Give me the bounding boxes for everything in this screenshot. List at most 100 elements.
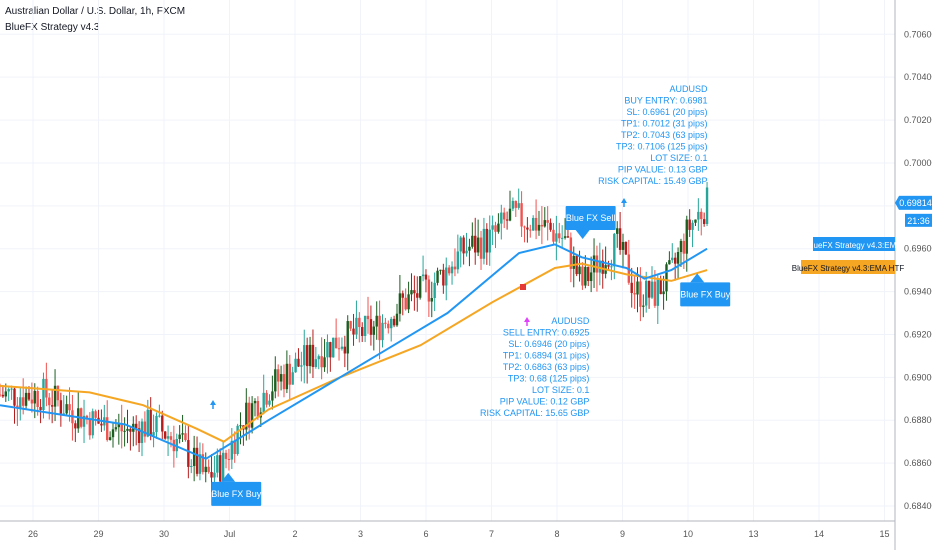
current-price-label [899,195,932,210]
candle-body [169,436,173,440]
candle-body [494,225,497,232]
trade-line: TP1: 0.6894 (31 pips) [503,351,590,361]
candle-body [503,212,506,220]
candle-body [381,322,384,341]
candle-body [4,391,7,397]
candle-body [62,413,65,415]
candle-body [88,418,92,436]
candle-body [369,319,373,335]
candle-body [216,455,219,473]
candle-body [108,437,112,441]
candle-body [137,428,141,444]
candle-body [558,233,561,239]
candle-body [416,293,419,298]
candle-body [688,219,691,230]
sell-signal-flag[interactable]: Blue FX Sell [565,205,616,239]
indicator-name[interactable]: BlueFX Strategy v4.3 [5,22,100,33]
candle-body [659,279,662,295]
candle-body [77,408,80,429]
candle-body [256,400,260,418]
candle-body [303,345,306,366]
candle-body [392,318,396,326]
candle-body [511,200,515,209]
candle-body [190,465,193,467]
candle-body [50,405,54,407]
candle-body [514,200,517,208]
signal-pointer [575,229,590,239]
candle-body [288,363,291,385]
candle-body [349,321,352,329]
buy-arrow-icon [210,400,216,405]
candle-body [413,290,416,294]
candle-body [682,240,686,254]
candle-body [48,397,51,406]
candle-body [662,291,665,295]
ema-htf-series-label: BlueFX Strategy v4.3:EMA HTF [792,264,905,273]
x-tick-label: 3 [358,529,363,539]
candle-body [456,251,460,270]
signal-label: Blue FX Buy [211,489,262,499]
x-tick-label: 29 [93,529,103,539]
sell-marker-icon [520,284,526,290]
candle-body [10,388,13,390]
candle-body [595,255,599,273]
candle-body [636,281,639,295]
candle-body [639,281,642,307]
candle-body [192,447,196,466]
candle-body [250,403,254,428]
candle-body [300,365,303,367]
candle-body [346,321,349,354]
candle-body [184,433,187,441]
buy-signal-flag[interactable]: Blue FX Buy [211,472,262,506]
x-tick-label: 7 [489,529,494,539]
candle-body [549,222,552,230]
trade-line: SL: 0.6961 (20 pips) [626,107,707,117]
candle-body [253,400,257,404]
candle-body [671,257,674,261]
candle-body [181,433,184,435]
candle-body [534,217,538,231]
chart-title: Australian Dollar / U.S. Dollar, 1h, FXC… [5,6,186,17]
candle-body [505,219,509,221]
candle-body [294,358,297,373]
trade-line: PIP VALUE: 0.13 GBP [618,165,708,175]
candle-body [0,394,2,396]
candle-body [398,293,402,314]
candle-body [85,415,89,419]
candle-body [613,233,616,267]
buy-signal-flag[interactable]: Blue FX Buy [680,273,731,307]
candle-body [24,392,28,406]
signal-label: Blue FX Sell [566,213,616,223]
candle-body [311,344,315,367]
candle-body [387,323,390,329]
candle-body [378,315,381,341]
countdown-label [905,213,932,227]
candle-body [1,394,5,397]
candle-body [143,421,147,437]
candle-body [224,452,228,459]
candle-body [508,208,512,221]
candle-body [642,305,645,307]
candle-body [552,229,555,242]
candle-body [265,392,268,405]
candle-body [30,399,34,404]
candle-body [323,357,326,368]
candle-body [175,438,178,452]
trade-line: TP3: 0.7106 (125 pips) [616,142,708,152]
candle-body [694,219,697,223]
candle-body [621,241,625,250]
candle-body [53,385,57,407]
candle-body [239,425,242,427]
candle-body [363,315,367,336]
candle-body [120,423,123,432]
candle-body [453,266,457,270]
candle-body [305,345,309,367]
candle-body [123,430,126,432]
candle-body [262,392,265,413]
